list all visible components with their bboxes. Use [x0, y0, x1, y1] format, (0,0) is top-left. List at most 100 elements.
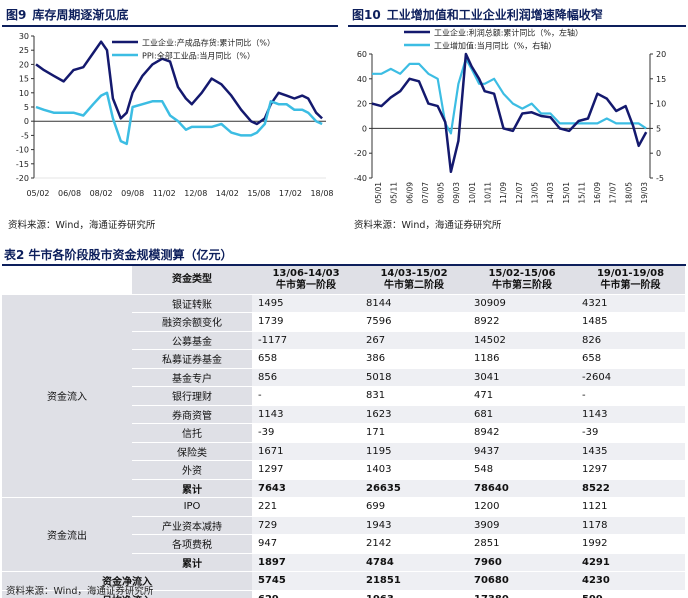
- figure-source: 资料来源：Wind，海通证券研究所: [8, 220, 156, 231]
- y-tick-label: 0: [24, 117, 29, 126]
- figure-number: 图9: [6, 8, 27, 22]
- value-cell: 267: [360, 331, 468, 350]
- table-row: 信托 -39 171 8942 -39: [2, 423, 685, 443]
- x-tick-label: 15/08: [247, 189, 270, 198]
- value-cell: 8144: [360, 294, 468, 313]
- x-tick-label: 14/03: [546, 182, 555, 204]
- value-cell: 1623: [360, 405, 468, 424]
- value-cell: 21851: [360, 571, 468, 591]
- y-tick-label: 25: [19, 46, 29, 55]
- y-tick-label: 40: [357, 75, 367, 84]
- value-cell: 831: [360, 386, 468, 406]
- value-cell: 1992: [576, 534, 685, 554]
- x-tick-label: 13/05: [530, 182, 539, 204]
- period-stage: 牛市第二阶段: [384, 279, 444, 291]
- x-tick-label: 14/02: [216, 189, 239, 198]
- y-tick-label: 60: [357, 50, 367, 59]
- value-cell: 1671: [252, 442, 360, 461]
- summary-label-cell: 资金净流入: [2, 571, 252, 591]
- y-tick-label: 0: [362, 124, 367, 133]
- value-cell: 658: [576, 349, 685, 369]
- y-tick-label: -5: [21, 131, 29, 140]
- fund-type-cell: 公募基金: [132, 331, 252, 350]
- table-title-rule: [2, 264, 686, 266]
- header-period: 15/02-15/06 牛市第三阶段: [468, 266, 576, 295]
- value-cell: 30909: [468, 294, 576, 313]
- x-tick-label: 05/01: [374, 182, 383, 204]
- y2-tick-label: 10: [656, 100, 666, 109]
- table-row: 公募基金 -1177 267 14502 826: [2, 331, 685, 350]
- value-cell: -1177: [252, 331, 360, 350]
- value-cell: 1739: [252, 312, 360, 332]
- value-cell: 658: [252, 349, 360, 369]
- category-cell: 资金流入: [2, 294, 132, 498]
- value-cell: 14502: [468, 331, 576, 350]
- table-row: 各项费税 947 2142 2851 1992: [2, 534, 685, 554]
- y-tick-label: 15: [19, 75, 29, 84]
- value-cell: 856: [252, 368, 360, 387]
- value-cell: 1143: [576, 405, 685, 424]
- y2-tick-label: 20: [656, 50, 666, 59]
- y-tick-label: 20: [357, 100, 367, 109]
- y-tick-label: 20: [19, 60, 29, 69]
- fund-type-cell: 保险类: [132, 442, 252, 461]
- fund-type-cell: 各项费税: [132, 534, 252, 554]
- profit-series-line: [371, 52, 648, 174]
- x-tick-label: 15/11: [577, 182, 586, 204]
- fund-type-cell: 券商资管: [132, 405, 252, 424]
- x-tick-label: 05/02: [26, 189, 49, 198]
- legend-label: 工业企业:利润总额:累计同比（%，左轴）: [434, 28, 583, 38]
- y-tick-label: 5: [24, 103, 29, 112]
- y-tick-label: -10: [16, 146, 29, 155]
- x-tick-label: 18/08: [310, 189, 333, 198]
- value-cell: 947: [252, 534, 360, 554]
- x-tick-label: 09/03: [452, 182, 461, 204]
- x-tick-label: 09/08: [121, 189, 144, 198]
- value-cell: 386: [360, 349, 468, 369]
- value-cell: 8942: [468, 423, 576, 443]
- y-tick-label: -40: [354, 174, 367, 183]
- value-cell: -2604: [576, 368, 685, 387]
- value-cell: 1297: [576, 460, 685, 480]
- value-cell: 1943: [360, 516, 468, 535]
- header-blank-cell: [2, 266, 132, 295]
- value-cell: 5745: [252, 571, 360, 591]
- legend-label: PPI:全部工业品:当月同比（%）: [142, 51, 255, 61]
- value-cell: 1121: [576, 497, 685, 517]
- legend-label: 工业企业:产成品存货:累计同比（%）: [142, 38, 275, 48]
- figure-title: 图9 库存周期逐渐见底: [6, 6, 128, 23]
- table-row: 保险类 1671 1195 9437 1435: [2, 442, 685, 461]
- value-cell: 8922: [468, 312, 576, 332]
- x-tick-label: 11/02: [153, 189, 176, 198]
- y2-tick-label: 15: [656, 75, 666, 84]
- value-cell: 17380: [468, 590, 576, 598]
- table-row: 累计 1897 4784 7960 4291: [2, 553, 685, 572]
- fund-type-cell: IPO: [132, 497, 252, 517]
- period-range: 19/01-19/08: [596, 267, 665, 279]
- value-cell: 729: [252, 516, 360, 535]
- value-cell: 5018: [360, 368, 468, 387]
- figure-number: 图10: [352, 8, 381, 22]
- value-cell: 171: [360, 423, 468, 443]
- value-cell: 1485: [576, 312, 685, 332]
- table-summary-row: 月均净流入629196317380599: [2, 590, 685, 598]
- figure-source: 资料来源：Wind，海通证券研究所: [354, 220, 502, 231]
- value-cell: 7960: [468, 553, 576, 572]
- value-cell: 78640: [468, 479, 576, 498]
- fund-type-cell: 外资: [132, 460, 252, 480]
- value-cell: 4321: [576, 294, 685, 313]
- value-cell: 1963: [360, 590, 468, 598]
- profit-output-chart: -40 -20 0 20 40 60 -5 0 5 10 15 20 05/01 05/11 06/09 07…: [354, 28, 666, 204]
- value-cell: 1143: [252, 405, 360, 424]
- fund-type-cell: 融资余额变化: [132, 312, 252, 332]
- value-cell: 7596: [360, 312, 468, 332]
- figure-title-text: 工业增加值和工业企业利润增速降幅收窄: [386, 8, 603, 22]
- industrial-output-series-line: [372, 57, 647, 135]
- fund-type-cell: 累计: [132, 553, 252, 572]
- value-cell: 548: [468, 460, 576, 480]
- value-cell: 4230: [576, 571, 685, 591]
- value-cell: 7643: [252, 479, 360, 498]
- x-tick-label: 17/07: [609, 182, 618, 204]
- fund-type-cell: 基金专户: [132, 368, 252, 387]
- value-cell: 1403: [360, 460, 468, 480]
